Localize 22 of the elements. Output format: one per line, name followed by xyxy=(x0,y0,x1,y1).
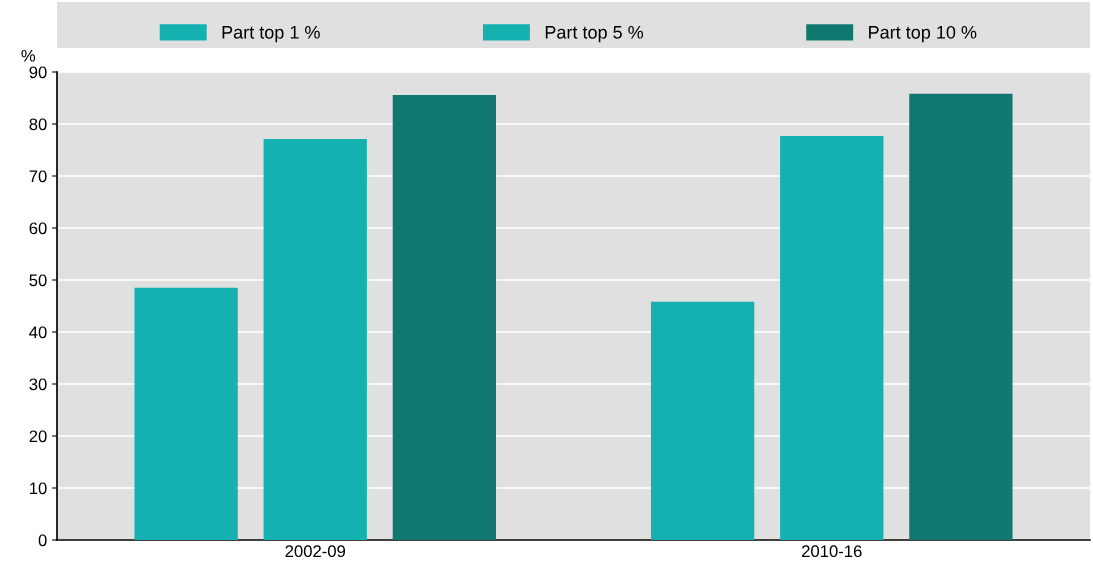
legend-label: Part top 10 % xyxy=(869,25,977,43)
y-tick-label: 70 xyxy=(29,170,47,183)
y-tick-label: 90 xyxy=(29,66,47,79)
y-tick-label: 10 xyxy=(30,482,47,495)
bar xyxy=(650,301,755,540)
legend-label: Part top 5 % xyxy=(545,25,644,43)
y-axis-title: % xyxy=(21,49,36,62)
y-tick-label: 40 xyxy=(29,326,47,339)
bar xyxy=(392,94,497,540)
bar xyxy=(263,139,367,540)
bar xyxy=(909,93,1013,540)
x-tick-label: 2010-16 xyxy=(802,545,862,558)
y-tick-label: 30 xyxy=(29,378,47,391)
bar xyxy=(134,287,238,540)
legend-label: Part top 1 % xyxy=(222,25,320,43)
y-tick-label: 60 xyxy=(29,222,47,235)
y-tick-label: 50 xyxy=(29,274,47,287)
bar xyxy=(780,135,884,540)
y-tick-label: 80 xyxy=(29,118,47,131)
x-tick-label: 2002-09 xyxy=(285,545,346,558)
y-tick-label: 20 xyxy=(29,430,47,443)
y-tick-label: 0 xyxy=(38,534,47,547)
